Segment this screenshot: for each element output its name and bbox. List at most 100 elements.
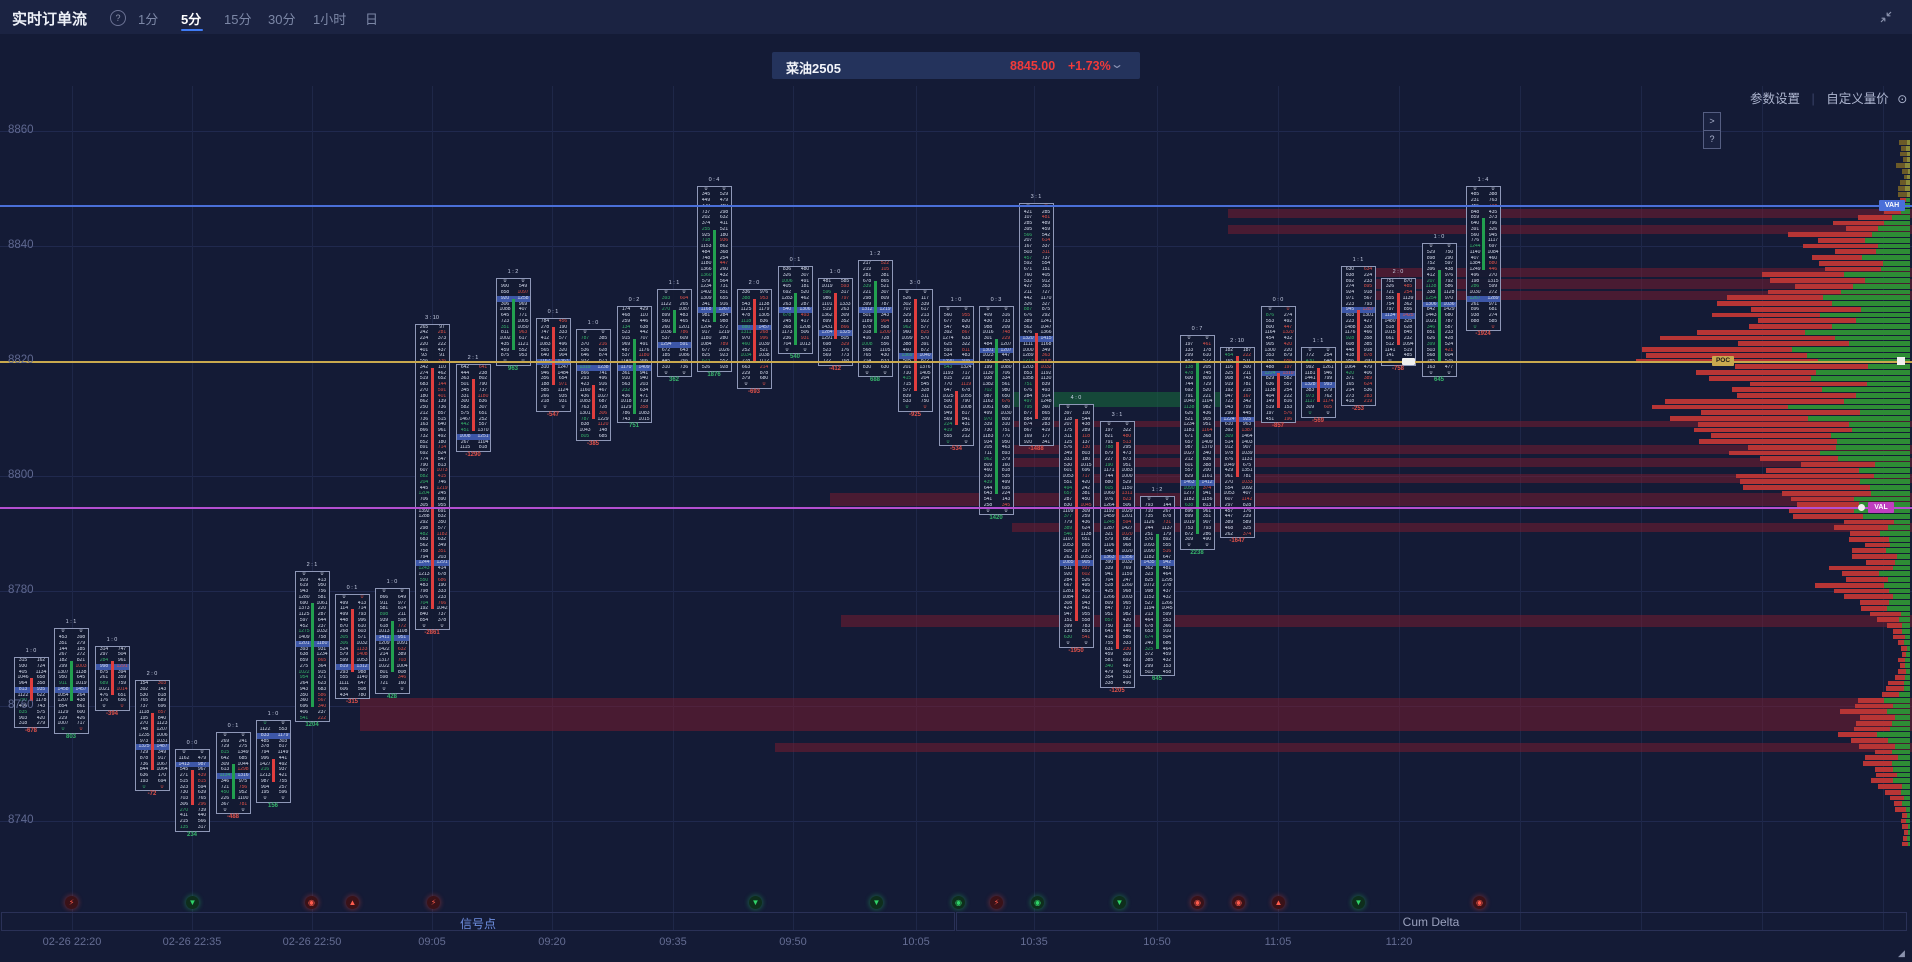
signal-icon-up-red[interactable]: ▲ [346,896,359,909]
signal-icon-dot-red[interactable]: ◉ [1191,896,1204,909]
bid-volume: 339 [862,284,872,290]
profile-bar-sell [1833,525,1889,531]
bid-volume: 943 [299,686,309,692]
resize-handle[interactable]: ◢ [1898,948,1905,958]
settings-button[interactable]: 参数设置 [1750,92,1801,106]
eye-icon[interactable]: ⊙ [1897,92,1908,106]
bid-volume: 631 [1104,646,1114,652]
footprint-row: 607 1073 [416,468,449,474]
ask-volume: 622 [36,692,46,698]
collapse-icon[interactable] [1878,9,1894,25]
ask-volume: 741 [598,370,608,376]
ask-volume: 556 [880,341,890,347]
bid-volume: 315 [18,658,28,664]
footprint-row: 271 439 [176,773,209,779]
footprint-row: 407 460 [1467,256,1500,262]
profile-bar-buy [1876,732,1910,738]
ask-volume: 499 [1001,479,1011,485]
bid-volume: 840 [419,612,429,618]
signal-panel-label[interactable]: 信号点 [459,917,497,931]
footprint-row: 928 358 [1342,336,1375,342]
bid-volume: 704 [782,341,792,347]
signal-icon-dot-red[interactable]: ◉ [305,896,318,909]
ask-volume: 1094 [1402,341,1414,347]
signal-icon-bolt-red[interactable]: ⚡ [990,896,1003,909]
bid-volume: 391 [1470,226,1480,232]
footprint-row: 1021 787 [1423,319,1456,325]
ask-volume: 745 [1202,370,1212,376]
signal-icon-down-green[interactable]: ▼ [186,896,199,909]
signal-icon-dot-red[interactable]: ◉ [1473,896,1486,909]
ask-volume: 585 [840,278,850,284]
bid-volume: 626 [1184,410,1194,416]
ask-volume: 389 [1363,376,1373,382]
instrument-bar[interactable]: 菜油2505 8845.00 +1.73% ⌄ [772,52,1140,79]
ask-volume: 333 [1122,640,1132,646]
chevron-down-icon[interactable]: ⌄ [1109,57,1125,71]
footprint-row: 678 493 [779,313,812,319]
footprint-row: 368 1208 [779,325,812,331]
signal-icon-bolt-red[interactable]: ⚡ [427,896,440,909]
tab-5分[interactable]: 5分 [181,12,202,27]
footprint-row: 1244 697 [1467,244,1500,250]
custom-volume-price-button[interactable]: 自定义量价 [1826,92,1889,106]
bid-volume: 704 [1104,577,1114,583]
bid-volume: 876 [1224,456,1234,462]
bid-volume: 619 [299,583,309,589]
footprint-row: 866 741 [577,371,610,377]
footprint-row: 388 953 [738,296,771,302]
tab-1分[interactable]: 1分 [138,12,159,27]
cum-delta-label[interactable]: Cum Delta [1402,915,1460,929]
footprint-row: 1130 706 [980,371,1013,377]
candle-delta: 540 [789,354,801,361]
ask-volume: 420 [1081,479,1091,485]
y-axis-label: 8800 [8,469,34,481]
candle-delta: -857 [1271,423,1285,430]
ask-volume: 751 [1001,428,1011,434]
signal-icon-dot-green[interactable]: ◉ [952,896,965,909]
expand-panel-button[interactable]: > [1703,112,1721,131]
candle-delta: -2861 [424,630,440,637]
ask-volume: 686 [437,577,447,583]
bid-volume: 825 [1144,577,1154,583]
footprint-row: 929 413 [296,578,329,584]
imbalance-zone-green [1005,392,1227,407]
footprint-row: 1072 278 [1141,583,1174,589]
tab-日[interactable]: 日 [365,12,379,27]
help-icon[interactable]: ? [110,10,126,26]
signal-icon-bolt-red[interactable]: ⚡ [65,896,78,909]
signal-icon-down-green[interactable]: ▼ [1352,896,1365,909]
imbalance-header: 1 : 0 [106,636,118,643]
panel-help-button[interactable]: ? [1703,130,1721,149]
profile-bar-buy [1905,674,1910,680]
ask-volume: 180 [719,232,729,238]
signal-icon-down-green[interactable]: ▼ [1113,896,1126,909]
tab-1小时[interactable]: 1小时 [313,12,347,27]
bid-volume: 1224 [1223,416,1235,422]
signal-icon-dot-green[interactable]: ◉ [1031,896,1044,909]
profile-bar-sell [1865,542,1891,548]
ask-volume: 746 [437,479,447,485]
footprint-row: 242 281 [416,330,449,336]
ask-volume: 686 [1162,640,1172,646]
bid-volume: 459 [500,347,510,353]
footprint-row: 464 553 [1141,618,1174,624]
footprint-row: 563 203 [618,382,651,388]
signal-icon-up-red[interactable]: ▲ [1272,896,1285,909]
tab-15分[interactable]: 15分 [224,12,252,27]
tab-30分[interactable]: 30分 [268,12,296,27]
bid-volume: 397 [1063,410,1073,416]
candle: 0 0 409 316 430 733 988 209 1016 748 301 229 484 1207… [979,306,1014,516]
signal-icon-dot-red[interactable]: ◉ [1232,896,1245,909]
ask-volume: 809 [1202,376,1212,382]
footprint-row: 448 918 [1342,348,1375,354]
signal-icon-down-green[interactable]: ▼ [870,896,883,909]
signal-icon-down-green[interactable]: ▼ [749,896,762,909]
ask-volume: 1219 [436,485,448,491]
ask-volume: 303 [278,738,288,744]
bid-volume: 290 [1224,410,1234,416]
bid-volume: 1016 [982,330,994,336]
footprint-row: 960 825 [899,330,932,336]
candle: 0 0 1122 553 833 1179 485 303 378 817 794 1149 996 44… [256,720,291,803]
ask-volume: 0 [1125,422,1129,428]
